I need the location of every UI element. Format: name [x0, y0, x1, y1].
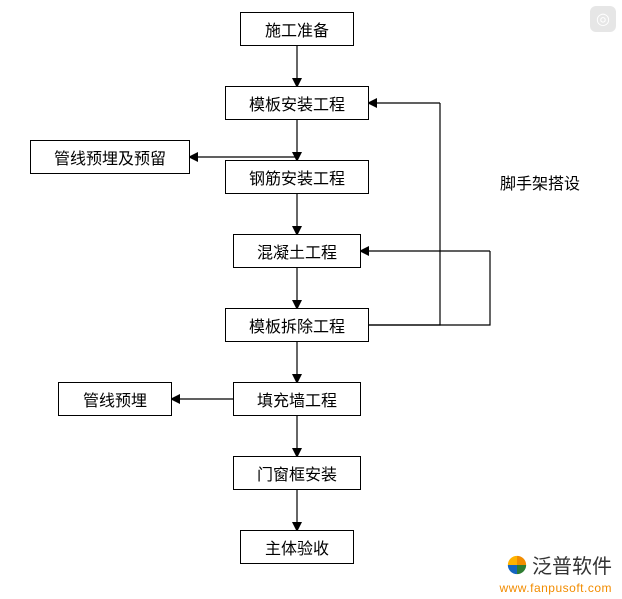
flow-node-n5: 模板拆除工程	[225, 308, 369, 342]
flow-node-label: 模板拆除工程	[249, 313, 345, 337]
flow-node-label: 管线预埋及预留	[54, 145, 166, 169]
watermark-badge-glyph: ◎	[596, 9, 610, 29]
flow-node-n3: 钢筋安装工程	[225, 160, 369, 194]
flow-node-n1: 施工准备	[240, 12, 354, 46]
flow-node-n8: 主体验收	[240, 530, 354, 564]
flow-node-label: 钢筋安装工程	[249, 165, 345, 189]
flow-node-n6: 填充墙工程	[233, 382, 361, 416]
flow-node-n7: 门窗框安装	[233, 456, 361, 490]
brand-logo-icon	[506, 554, 528, 576]
flow-label-l1: 脚手架搭设	[500, 170, 580, 194]
flow-node-n4: 混凝土工程	[233, 234, 361, 268]
brand-watermark: 泛普软件	[506, 550, 612, 579]
flow-node-label: 门窗框安装	[257, 461, 337, 485]
flow-node-s1: 管线预埋及预留	[30, 140, 190, 174]
flow-node-label: 主体验收	[265, 535, 329, 559]
watermark-badge-icon: ◎	[590, 6, 616, 32]
flow-node-label: 模板安装工程	[249, 91, 345, 115]
flow-node-n2: 模板安装工程	[225, 86, 369, 120]
brand-text: 泛普软件	[532, 550, 612, 579]
brand-url: www.fanpusoft.com	[499, 581, 612, 595]
flow-node-label: 管线预埋	[83, 387, 147, 411]
flow-node-s2: 管线预埋	[58, 382, 172, 416]
flow-node-label: 混凝土工程	[257, 239, 337, 263]
flow-node-label: 施工准备	[265, 17, 329, 41]
flow-node-label: 填充墙工程	[257, 387, 337, 411]
